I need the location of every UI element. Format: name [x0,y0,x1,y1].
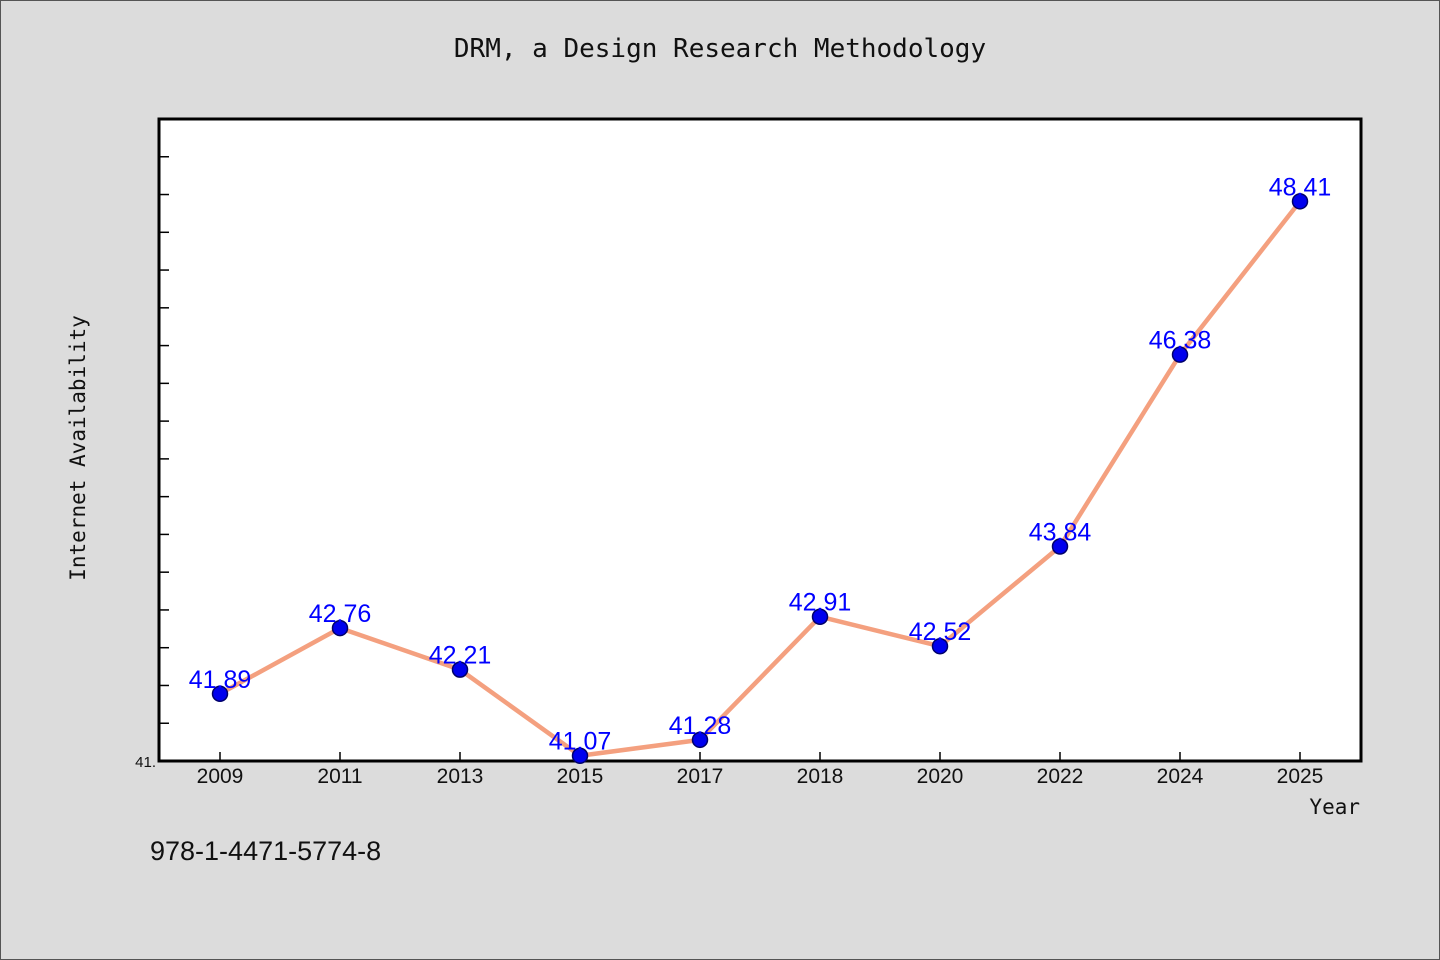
data-label: 42.76 [309,600,372,628]
data-point [931,637,949,655]
x-tick-label: 2015 [557,765,604,788]
chart-title: DRM, a Design Research Methodology [453,34,987,64]
data-point [1051,538,1069,555]
x-tick-label: 2011 [317,765,362,788]
data-labels: 41.89 42.76 42.21 41.07 41.28 42.91 42.52 43.84… [189,173,1332,755]
data-point [451,661,469,678]
series-line [217,199,1303,758]
x-tick-label: 2017 [677,765,724,788]
y-tick-label: 41. [135,754,156,771]
data-point [691,731,709,749]
data-point [571,747,589,764]
y-minor-ticks: 41. [135,156,169,771]
plot-area [157,117,1363,763]
x-axis-ticks: 2009 2011 2013 2015 2017 2018 2020 2022 2024 2025 [197,752,1324,788]
x-tick-label: 2024 [1157,765,1204,788]
data-label: 41.89 [189,666,252,694]
x-tick-label: 2020 [917,765,964,788]
data-point [1291,193,1309,210]
data-markers [211,193,1309,764]
data-label: 41.07 [549,728,612,756]
x-tick-label: 2025 [1277,765,1324,788]
data-label: 42.91 [789,589,852,617]
x-axis-label: Year [1309,795,1360,819]
x-tick-label: 2013 [437,765,484,788]
data-point [331,619,349,637]
x-tick-label: 2009 [197,765,244,788]
series-line-group [217,199,1303,758]
data-label: 43.84 [1029,518,1092,546]
isbn-text: 978-1-4471-5774-8 [150,836,382,866]
data-point [811,608,829,625]
data-label: 48.41 [1269,173,1332,201]
data-label: 46.38 [1149,327,1212,355]
data-point [1171,346,1189,363]
data-point [211,685,229,703]
data-label: 42.52 [909,618,972,646]
data-label: 41.28 [669,712,732,740]
data-label: 42.21 [429,642,492,670]
x-tick-label: 2018 [797,765,844,788]
x-tick-label: 2022 [1037,765,1084,788]
